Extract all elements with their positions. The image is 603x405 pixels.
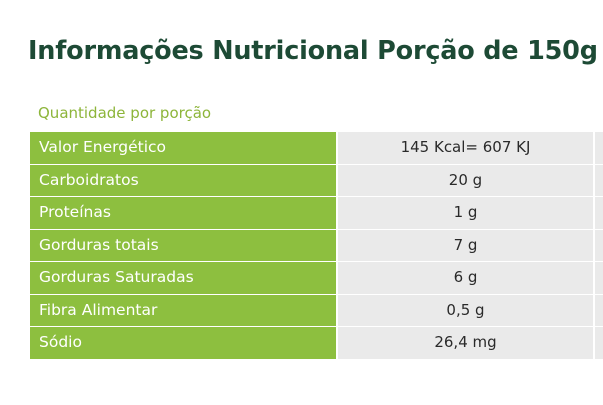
nutrient-value: 1 g	[338, 197, 595, 229]
table-row: Gorduras totais 7 g	[30, 229, 603, 262]
nutrient-label: Carboidratos	[30, 164, 338, 196]
page-title: Informações Nutricional Porção de 150g	[28, 36, 598, 66]
table-row: Fibra Alimentar 0,5 g	[30, 294, 603, 327]
nutrition-table: Valor Energético 145 Kcal= 607 KJ Carboi…	[30, 131, 603, 360]
table-edge-cell	[595, 262, 603, 294]
nutrient-value: 0,5 g	[338, 294, 595, 326]
table-row: Valor Energético 145 Kcal= 607 KJ	[30, 132, 603, 165]
nutrient-label: Proteínas	[30, 197, 338, 229]
nutrient-value: 145 Kcal= 607 KJ	[338, 132, 595, 164]
table-row: Carboidratos 20 g	[30, 164, 603, 197]
nutrient-label: Gorduras totais	[30, 229, 338, 261]
table-row: Gorduras Saturadas 6 g	[30, 262, 603, 295]
nutrient-value: 26,4 mg	[338, 327, 595, 359]
nutrient-value: 6 g	[338, 262, 595, 294]
nutrient-value: 20 g	[338, 164, 595, 196]
table-edge-cell	[595, 327, 603, 359]
table-edge-cell	[595, 294, 603, 326]
table-edge-cell	[595, 132, 603, 164]
table-edge-cell	[595, 197, 603, 229]
nutrient-label: Gorduras Saturadas	[30, 262, 338, 294]
nutrient-label: Valor Energético	[30, 132, 338, 164]
nutrient-label: Sódio	[30, 327, 338, 359]
table-edge-cell	[595, 164, 603, 196]
table-edge-cell	[595, 229, 603, 261]
table-row: Proteínas 1 g	[30, 197, 603, 230]
nutrient-label: Fibra Alimentar	[30, 294, 338, 326]
table-row: Sódio 26,4 mg	[30, 327, 603, 360]
serving-subtitle: Quantidade por porção	[38, 104, 212, 122]
nutrient-value: 7 g	[338, 229, 595, 261]
